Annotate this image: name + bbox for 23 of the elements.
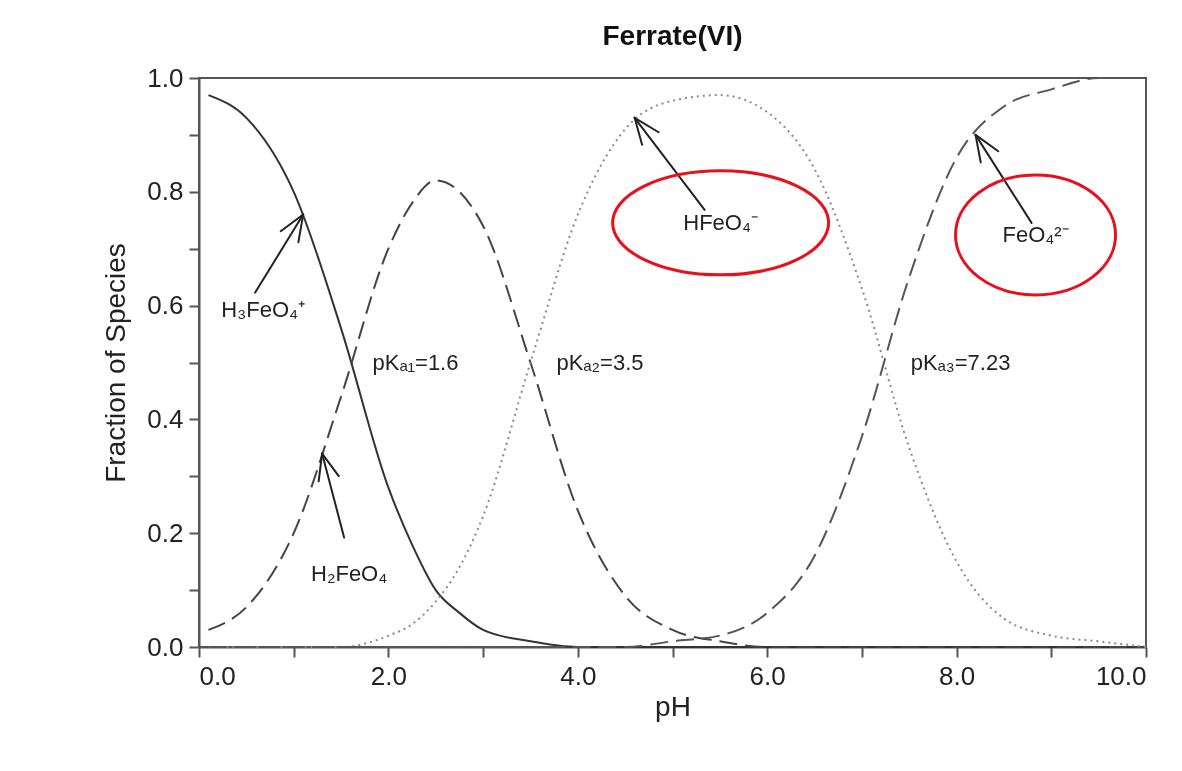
annotation: pKₐ₁=1.6 <box>372 349 459 375</box>
annotation: pKₐ₂=3.5 <box>556 349 644 375</box>
y-tick-label: 0.4 <box>147 403 184 434</box>
annotation: H₃FeO₄⁺ <box>221 296 305 322</box>
x-tick-label: 2.0 <box>370 660 407 691</box>
annotation: pKₐ₃=7.23 <box>910 349 1011 375</box>
x-axis-title: pH <box>655 690 691 722</box>
chart-title: Ferrate(VI) <box>602 20 743 51</box>
y-tick-label: 1.0 <box>147 62 184 93</box>
x-tick-label: 6.0 <box>749 660 786 691</box>
line-series <box>207 179 1147 648</box>
annotation: FeO₄²⁻ <box>1002 221 1069 247</box>
x-tick-label: 10.0 <box>1095 660 1147 691</box>
annotation: HFeO₄⁻ <box>683 209 758 235</box>
y-tick-label: 0.2 <box>147 517 184 548</box>
y-axis-title: Fraction of Species <box>100 243 132 483</box>
y-tick-label: 0.8 <box>147 176 184 207</box>
x-tick-label: 8.0 <box>939 660 976 691</box>
x-tick-label: 4.0 <box>560 660 597 691</box>
y-tick-label: 0.0 <box>147 631 184 662</box>
y-tick-label: 0.6 <box>147 290 184 321</box>
annotation: H₂FeO₄ <box>311 560 388 586</box>
x-tick-label: 0.0 <box>199 660 236 691</box>
